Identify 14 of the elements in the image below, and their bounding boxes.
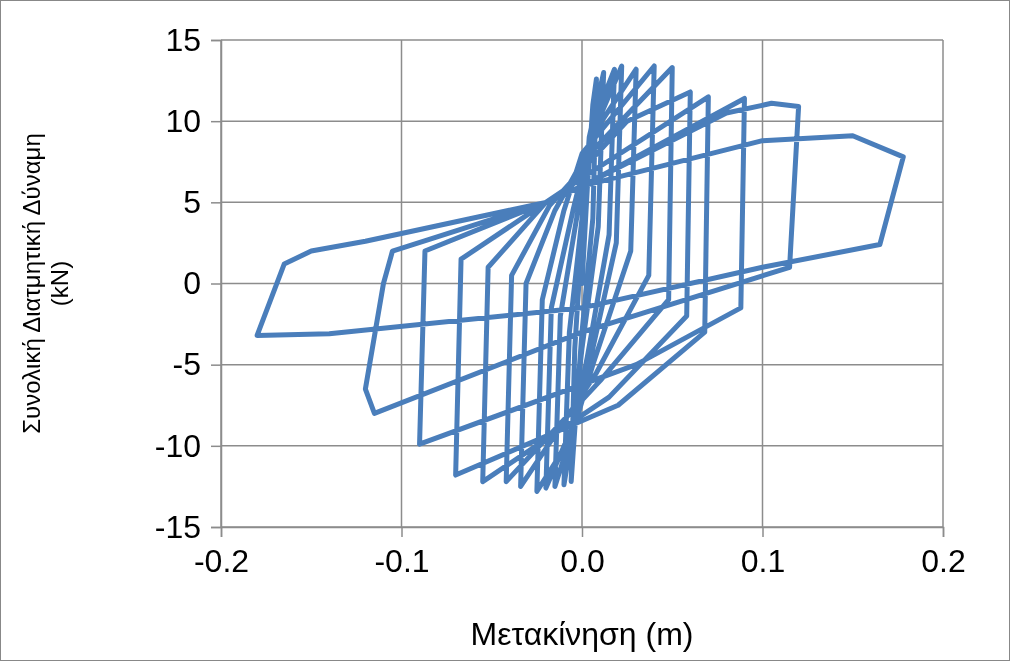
y-tick-label: 5	[183, 184, 201, 221]
x-axis-title: Μετακίνηση (m)	[470, 616, 694, 652]
y-tick-label: 10	[165, 102, 201, 139]
x-tick-label: -0.1	[374, 542, 430, 579]
x-tick-label: -0.2	[193, 542, 250, 579]
x-tick-label: 0.0	[560, 542, 605, 579]
x-tick-label: 0.1	[740, 542, 786, 579]
y-tick-label: -5	[172, 346, 201, 383]
y-tick-label: -15	[154, 508, 201, 545]
x-tick-label: 0.2	[921, 542, 966, 579]
y-tick-label: 15	[165, 21, 201, 58]
y-tick-label: -10	[154, 427, 201, 464]
y-axis-title: Συνολική Διατμητική Δύναμη (kN)	[18, 133, 73, 434]
y-tick-label: 0	[183, 265, 201, 302]
